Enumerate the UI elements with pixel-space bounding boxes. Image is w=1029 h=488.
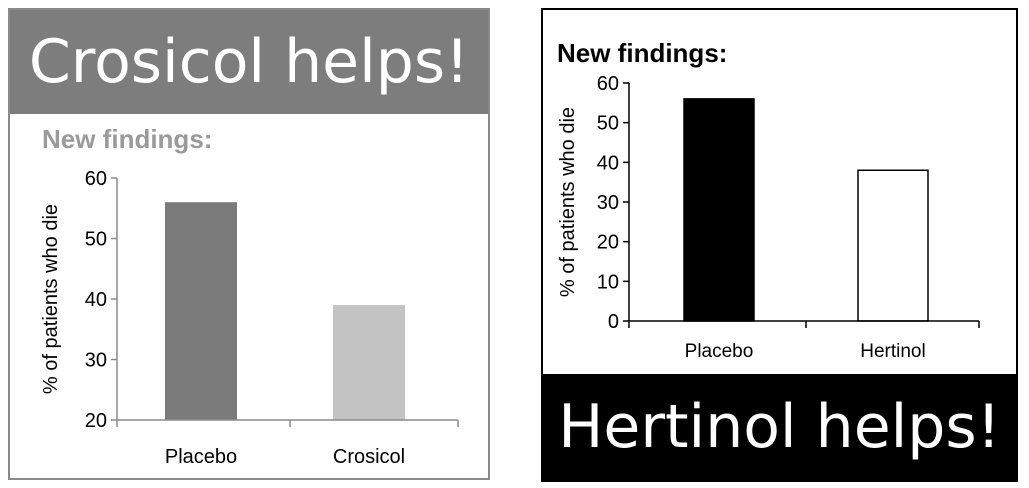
left-y-tick-label: 40	[85, 289, 107, 311]
left-banner-text: Crosicol helps!	[28, 27, 470, 97]
left-y-tick-label: 30	[85, 350, 107, 372]
left-y-tick-label: 50	[85, 229, 107, 251]
right-banner: Hertinol helps!	[543, 374, 1016, 480]
right-y-tick-label: 10	[597, 271, 619, 293]
right-subtitle: New findings:	[557, 38, 728, 68]
right-y-tick-label: 20	[597, 232, 619, 254]
left-y-axis-label: % of patients who die	[40, 204, 62, 394]
left-panel: Crosicol helps! New findings:	[8, 8, 490, 480]
right-bar-placebo	[683, 98, 755, 322]
left-y-tick-label: 20	[85, 410, 107, 432]
right-y-tick-label: 50	[597, 113, 619, 135]
left-y-tick-label: 60	[85, 168, 107, 190]
right-y-tick-label: 40	[597, 152, 619, 174]
right-y-tick-label: 60	[597, 73, 619, 95]
right-bar-hertinol	[857, 169, 929, 322]
left-subtitle: New findings:	[42, 124, 213, 154]
right-y-tick-label: 30	[597, 192, 619, 214]
left-x-tick-label: Crosicol	[333, 446, 405, 468]
left-banner: Crosicol helps!	[10, 10, 488, 114]
right-panel: New findings: Hertinol helps!	[541, 8, 1018, 482]
right-banner-text: Hertinol helps!	[558, 392, 1001, 462]
right-y-axis-label: % of patients who die	[557, 107, 579, 297]
right-x-tick-label: Hertinol	[860, 341, 925, 362]
right-x-tick-label: Placebo	[685, 341, 754, 362]
right-y-tick-label: 0	[608, 311, 619, 333]
left-bar-placebo	[165, 202, 237, 420]
left-x-tick-label: Placebo	[165, 446, 237, 468]
left-bar-crosicol	[333, 305, 405, 420]
